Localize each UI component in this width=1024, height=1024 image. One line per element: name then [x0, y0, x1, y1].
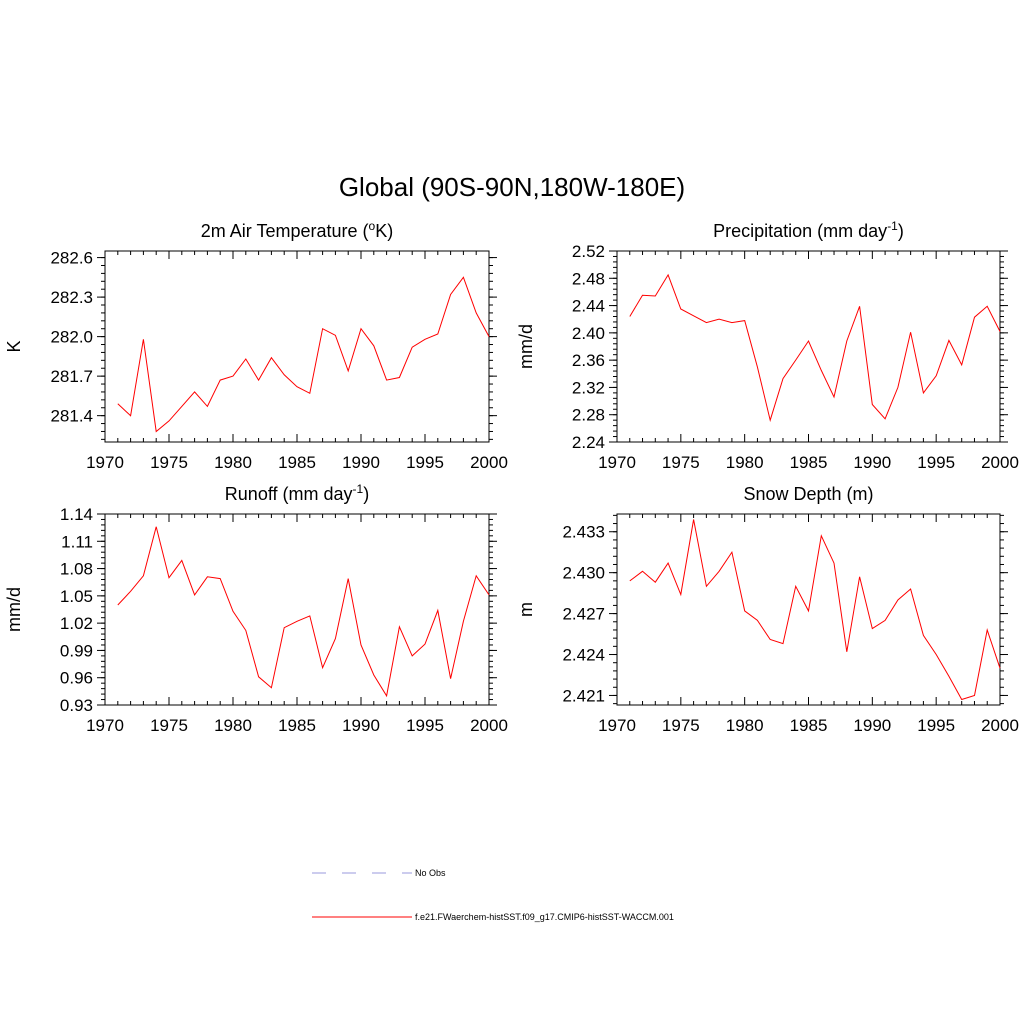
- x-tick-label: 1995: [917, 716, 955, 735]
- plot-frame: [104, 250, 490, 443]
- x-tick-label: 1980: [214, 716, 252, 735]
- x-tick-label: 1975: [150, 716, 188, 735]
- legend-label-no-obs: No Obs: [415, 868, 446, 878]
- main-title: Global (90S-90N,180W-180E): [339, 172, 685, 202]
- panel-title: Precipitation (mm day-1): [713, 219, 904, 241]
- y-tick-label: 2.48: [572, 269, 605, 288]
- y-tick-label: 282.0: [50, 328, 93, 347]
- y-tick-label: 282.6: [50, 249, 93, 268]
- y-tick-label: 2.427: [562, 605, 605, 624]
- x-tick-label: 1990: [853, 716, 891, 735]
- y-tick-label: 0.96: [60, 669, 93, 688]
- panels: 2m Air Temperature (oK) K 1970 1975 1980 1985…: [4, 219, 1019, 735]
- x-tick-label: 1990: [853, 453, 891, 472]
- y-axis-label: K: [4, 340, 24, 352]
- y-tick-label: 2.433: [562, 523, 605, 542]
- panel-1: Precipitation (mm day-1) mm/d 1970 1975 1980…: [516, 219, 1019, 472]
- y-tick-label: 0.93: [60, 696, 93, 715]
- x-tick-label: 2000: [470, 716, 508, 735]
- x-tick-label: 1985: [278, 453, 316, 472]
- x-tick-label: 1985: [790, 716, 828, 735]
- y-tick-label: 2.32: [572, 378, 605, 397]
- x-tick-label: 1980: [726, 716, 764, 735]
- plot-frame: [616, 250, 1001, 443]
- x-tick-label: 1995: [917, 453, 955, 472]
- x-tick-label: 1990: [342, 716, 380, 735]
- y-tick-label: 2.24: [572, 433, 605, 452]
- y-tick-label: 1.08: [60, 560, 93, 579]
- y-tick-label: 2.421: [562, 686, 605, 705]
- y-tick-label: 2.44: [572, 297, 605, 316]
- legend: No Obs f.e21.FWaerchem-histSST.f09_g17.C…: [312, 868, 674, 922]
- y-axis-label: m: [516, 602, 536, 617]
- legend-label-model: f.e21.FWaerchem-histSST.f09_g17.CMIP6-hi…: [415, 912, 674, 922]
- y-tick-label: 1.14: [60, 505, 93, 524]
- y-tick-label: 282.3: [50, 288, 93, 307]
- x-tick-label: 1985: [278, 716, 316, 735]
- x-tick-label: 1995: [406, 453, 444, 472]
- y-tick-label: 1.05: [60, 587, 93, 606]
- plot-frame: [104, 513, 490, 706]
- x-tick-label: 2000: [470, 453, 508, 472]
- x-tick-label: 1975: [662, 716, 700, 735]
- y-tick-label: 2.430: [562, 564, 605, 583]
- series-line: [117, 526, 490, 698]
- panel-title: Snow Depth (m): [743, 484, 873, 504]
- x-tick-label: 1970: [598, 716, 636, 735]
- x-tick-label: 1970: [86, 716, 124, 735]
- y-tick-label: 1.11: [61, 532, 93, 551]
- series-line: [629, 273, 1001, 423]
- x-tick-label: 2000: [981, 453, 1019, 472]
- y-tick-label: 2.40: [572, 324, 605, 343]
- x-tick-label: 1980: [726, 453, 764, 472]
- panel-2: Runoff (mm day-1) mm/d 1970 1975 1980 1985 199…: [4, 482, 508, 735]
- y-tick-label: 281.4: [50, 407, 93, 426]
- series-line: [629, 519, 1001, 701]
- y-tick-label: 2.28: [572, 406, 605, 425]
- panel-title: Runoff (mm day-1): [225, 482, 369, 504]
- series-line: [117, 276, 490, 433]
- x-tick-label: 1975: [150, 453, 188, 472]
- y-tick-label: 1.02: [60, 614, 93, 633]
- x-tick-label: 1985: [790, 453, 828, 472]
- x-tick-label: 1995: [406, 716, 444, 735]
- panel-3: Snow Depth (m) m 1970 1975 1980 1985 1990 1995 2…: [516, 484, 1019, 735]
- x-tick-label: 1975: [662, 453, 700, 472]
- y-axis-label: mm/d: [4, 587, 24, 632]
- panel-0: 2m Air Temperature (oK) K 1970 1975 1980 1985…: [4, 219, 508, 472]
- panel-title: 2m Air Temperature (oK): [201, 219, 393, 241]
- y-tick-label: 2.36: [572, 351, 605, 370]
- x-tick-label: 1970: [598, 453, 636, 472]
- y-axis-label: mm/d: [516, 324, 536, 369]
- x-tick-label: 1970: [86, 453, 124, 472]
- x-tick-label: 1980: [214, 453, 252, 472]
- x-tick-label: 1990: [342, 453, 380, 472]
- y-tick-label: 2.424: [562, 646, 605, 665]
- y-tick-label: 281.7: [50, 367, 93, 386]
- y-tick-label: 0.99: [60, 641, 93, 660]
- y-tick-label: 2.52: [572, 242, 605, 261]
- x-tick-label: 2000: [981, 716, 1019, 735]
